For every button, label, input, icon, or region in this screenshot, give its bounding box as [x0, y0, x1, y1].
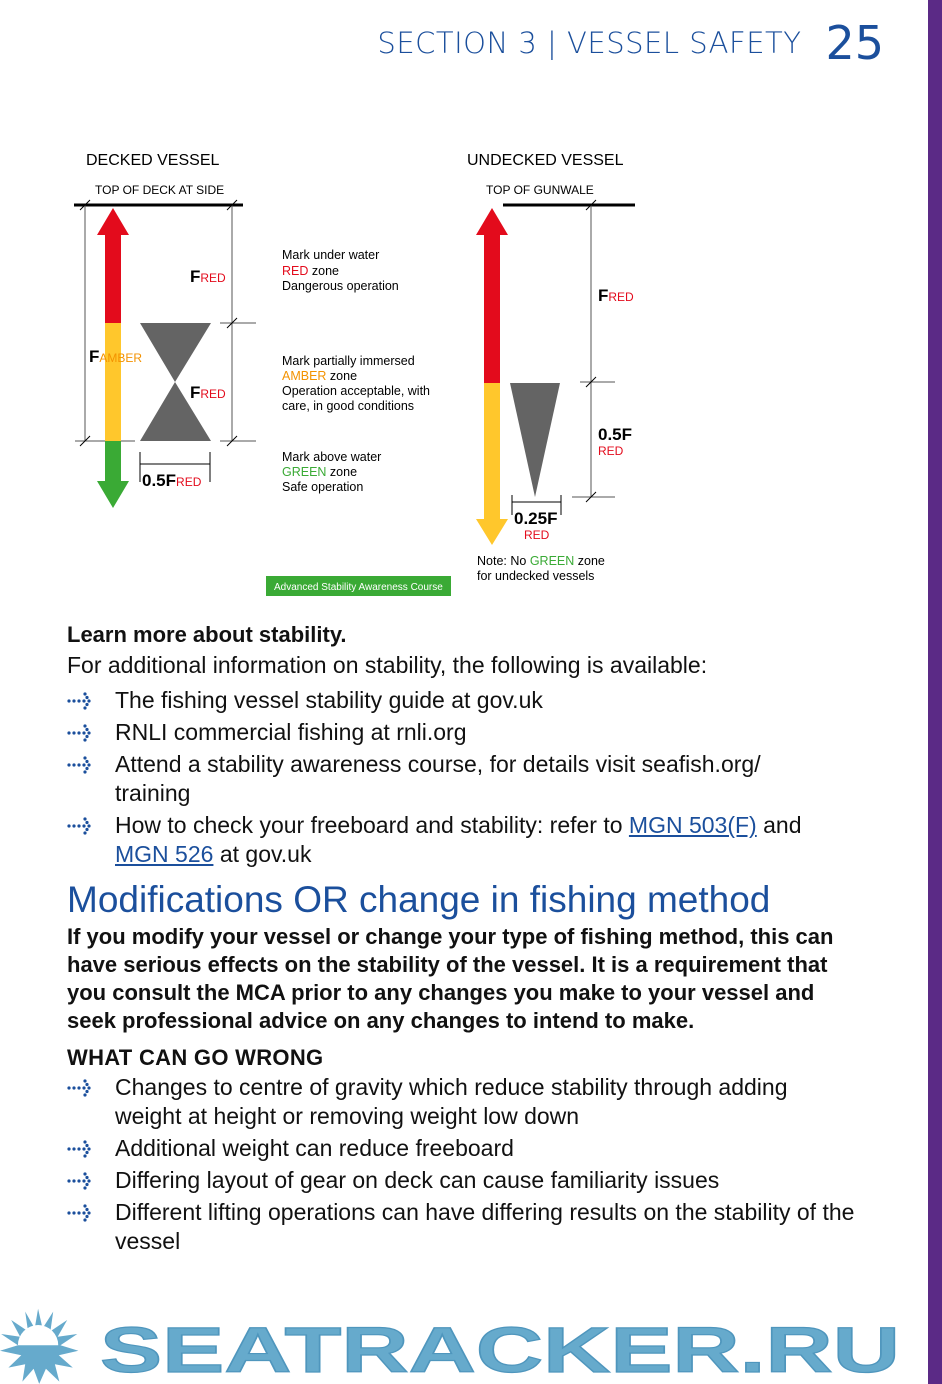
f-red-label-undecked: FRED — [598, 286, 634, 305]
f-amber-label: FAMBER — [89, 347, 142, 366]
mgn-503-link[interactable]: MGN 503(F) — [628, 812, 757, 838]
mgn-526-link[interactable]: MGN 526 — [115, 841, 214, 867]
dotted-arrow-bullet-icon — [67, 1172, 91, 1190]
subheading: WHAT CAN GO WRONG — [67, 1045, 324, 1070]
decked-title: DECKED VESSEL — [86, 152, 219, 169]
svg-text:care, in good conditions: care, in good conditions — [282, 399, 414, 413]
svg-text:Safe operation: Safe operation — [282, 480, 363, 494]
dotted-arrow-bullet-icon — [67, 1204, 91, 1222]
body-text: Learn more about stability. For addition… — [67, 620, 857, 1259]
undecked-top-label: TOP OF GUNWALE — [486, 183, 594, 197]
svg-text:GREEN zone: GREEN zone — [282, 465, 357, 479]
green-zone-arrow — [97, 441, 129, 508]
decked-top-label: TOP OF DECK AT SIDE — [95, 183, 224, 197]
undecked-note: for undecked vessels — [477, 569, 594, 583]
list-item: Differing layout of gear on deck can cau… — [67, 1166, 857, 1195]
amber-zone-bar — [105, 323, 121, 441]
freeboard-diagram: DECKED VESSEL TOP OF DECK AT SIDE FRED F… — [74, 152, 635, 596]
f-red-label: FRED — [190, 383, 226, 402]
triangle-mark — [510, 383, 560, 497]
svg-text:AMBER zone: AMBER zone — [282, 369, 357, 383]
red-sub-label: RED — [598, 444, 624, 458]
zone-descriptions: Mark under water RED zone Dangerous oper… — [282, 248, 430, 494]
half-f-label: 0.5F — [598, 425, 632, 444]
section-heading: Modifications OR change in fishing metho… — [67, 879, 771, 920]
list-item: How to check your freeboard and stabilit… — [67, 811, 857, 869]
learn-heading: Learn more about stability. — [67, 622, 347, 647]
undecked-note: Note: No GREEN zone — [477, 554, 605, 568]
half-f-red-label: 0.5FRED — [142, 471, 202, 490]
list-item: RNLI commercial fishing at rnli.org — [67, 718, 857, 747]
dotted-arrow-bullet-icon — [67, 724, 91, 742]
svg-text:Operation acceptable, with: Operation acceptable, with — [282, 384, 430, 398]
course-badge-label: Advanced Stability Awareness Course — [274, 582, 443, 593]
watermark: SEATRACKER.RU — [0, 1308, 901, 1384]
sun-logo-icon — [0, 1308, 79, 1384]
page-header: SECTION 3 | VESSEL SAFETY 25 — [377, 16, 884, 70]
list-item: Different lifting operations can have di… — [67, 1198, 857, 1256]
modifications-intro: If you modify your vessel or change your… — [67, 924, 834, 1033]
svg-text:Mark above water: Mark above water — [282, 450, 381, 464]
f-red-label: FRED — [190, 267, 226, 286]
dotted-arrow-bullet-icon — [67, 756, 91, 774]
svg-text:Mark under water: Mark under water — [282, 248, 379, 262]
page-edge-bar — [928, 0, 942, 1384]
page-number: 25 — [825, 16, 884, 70]
hourglass-mark — [140, 323, 211, 441]
section-title: SECTION 3 | VESSEL SAFETY — [377, 26, 802, 60]
red-zone-arrow-undecked — [476, 208, 508, 383]
dotted-arrow-bullet-icon — [67, 692, 91, 710]
list-item: Additional weight can reduce freeboard — [67, 1134, 857, 1163]
red-sub-label: RED — [524, 528, 550, 542]
red-zone-arrow — [97, 208, 129, 323]
learn-intro: For additional information on stability,… — [67, 652, 708, 678]
svg-text:SEATRACKER.RU: SEATRACKER.RU — [100, 1314, 900, 1384]
svg-text:RED zone: RED zone — [282, 264, 339, 278]
dotted-arrow-bullet-icon — [67, 1079, 91, 1097]
quarter-f-label: 0.25F — [514, 509, 557, 528]
undecked-title: UNDECKED VESSEL — [467, 152, 624, 169]
list-item: Changes to centre of gravity which reduc… — [67, 1073, 857, 1131]
amber-zone-arrow-undecked — [476, 383, 508, 545]
svg-text:Mark partially immersed: Mark partially immersed — [282, 354, 415, 368]
svg-text:Dangerous operation: Dangerous operation — [282, 279, 399, 293]
dotted-arrow-bullet-icon — [67, 1140, 91, 1158]
list-item: The fishing vessel stability guide at go… — [67, 686, 857, 715]
course-badge — [266, 576, 451, 596]
list-item: Attend a stability awareness course, for… — [67, 750, 787, 808]
dotted-arrow-bullet-icon — [67, 817, 91, 835]
